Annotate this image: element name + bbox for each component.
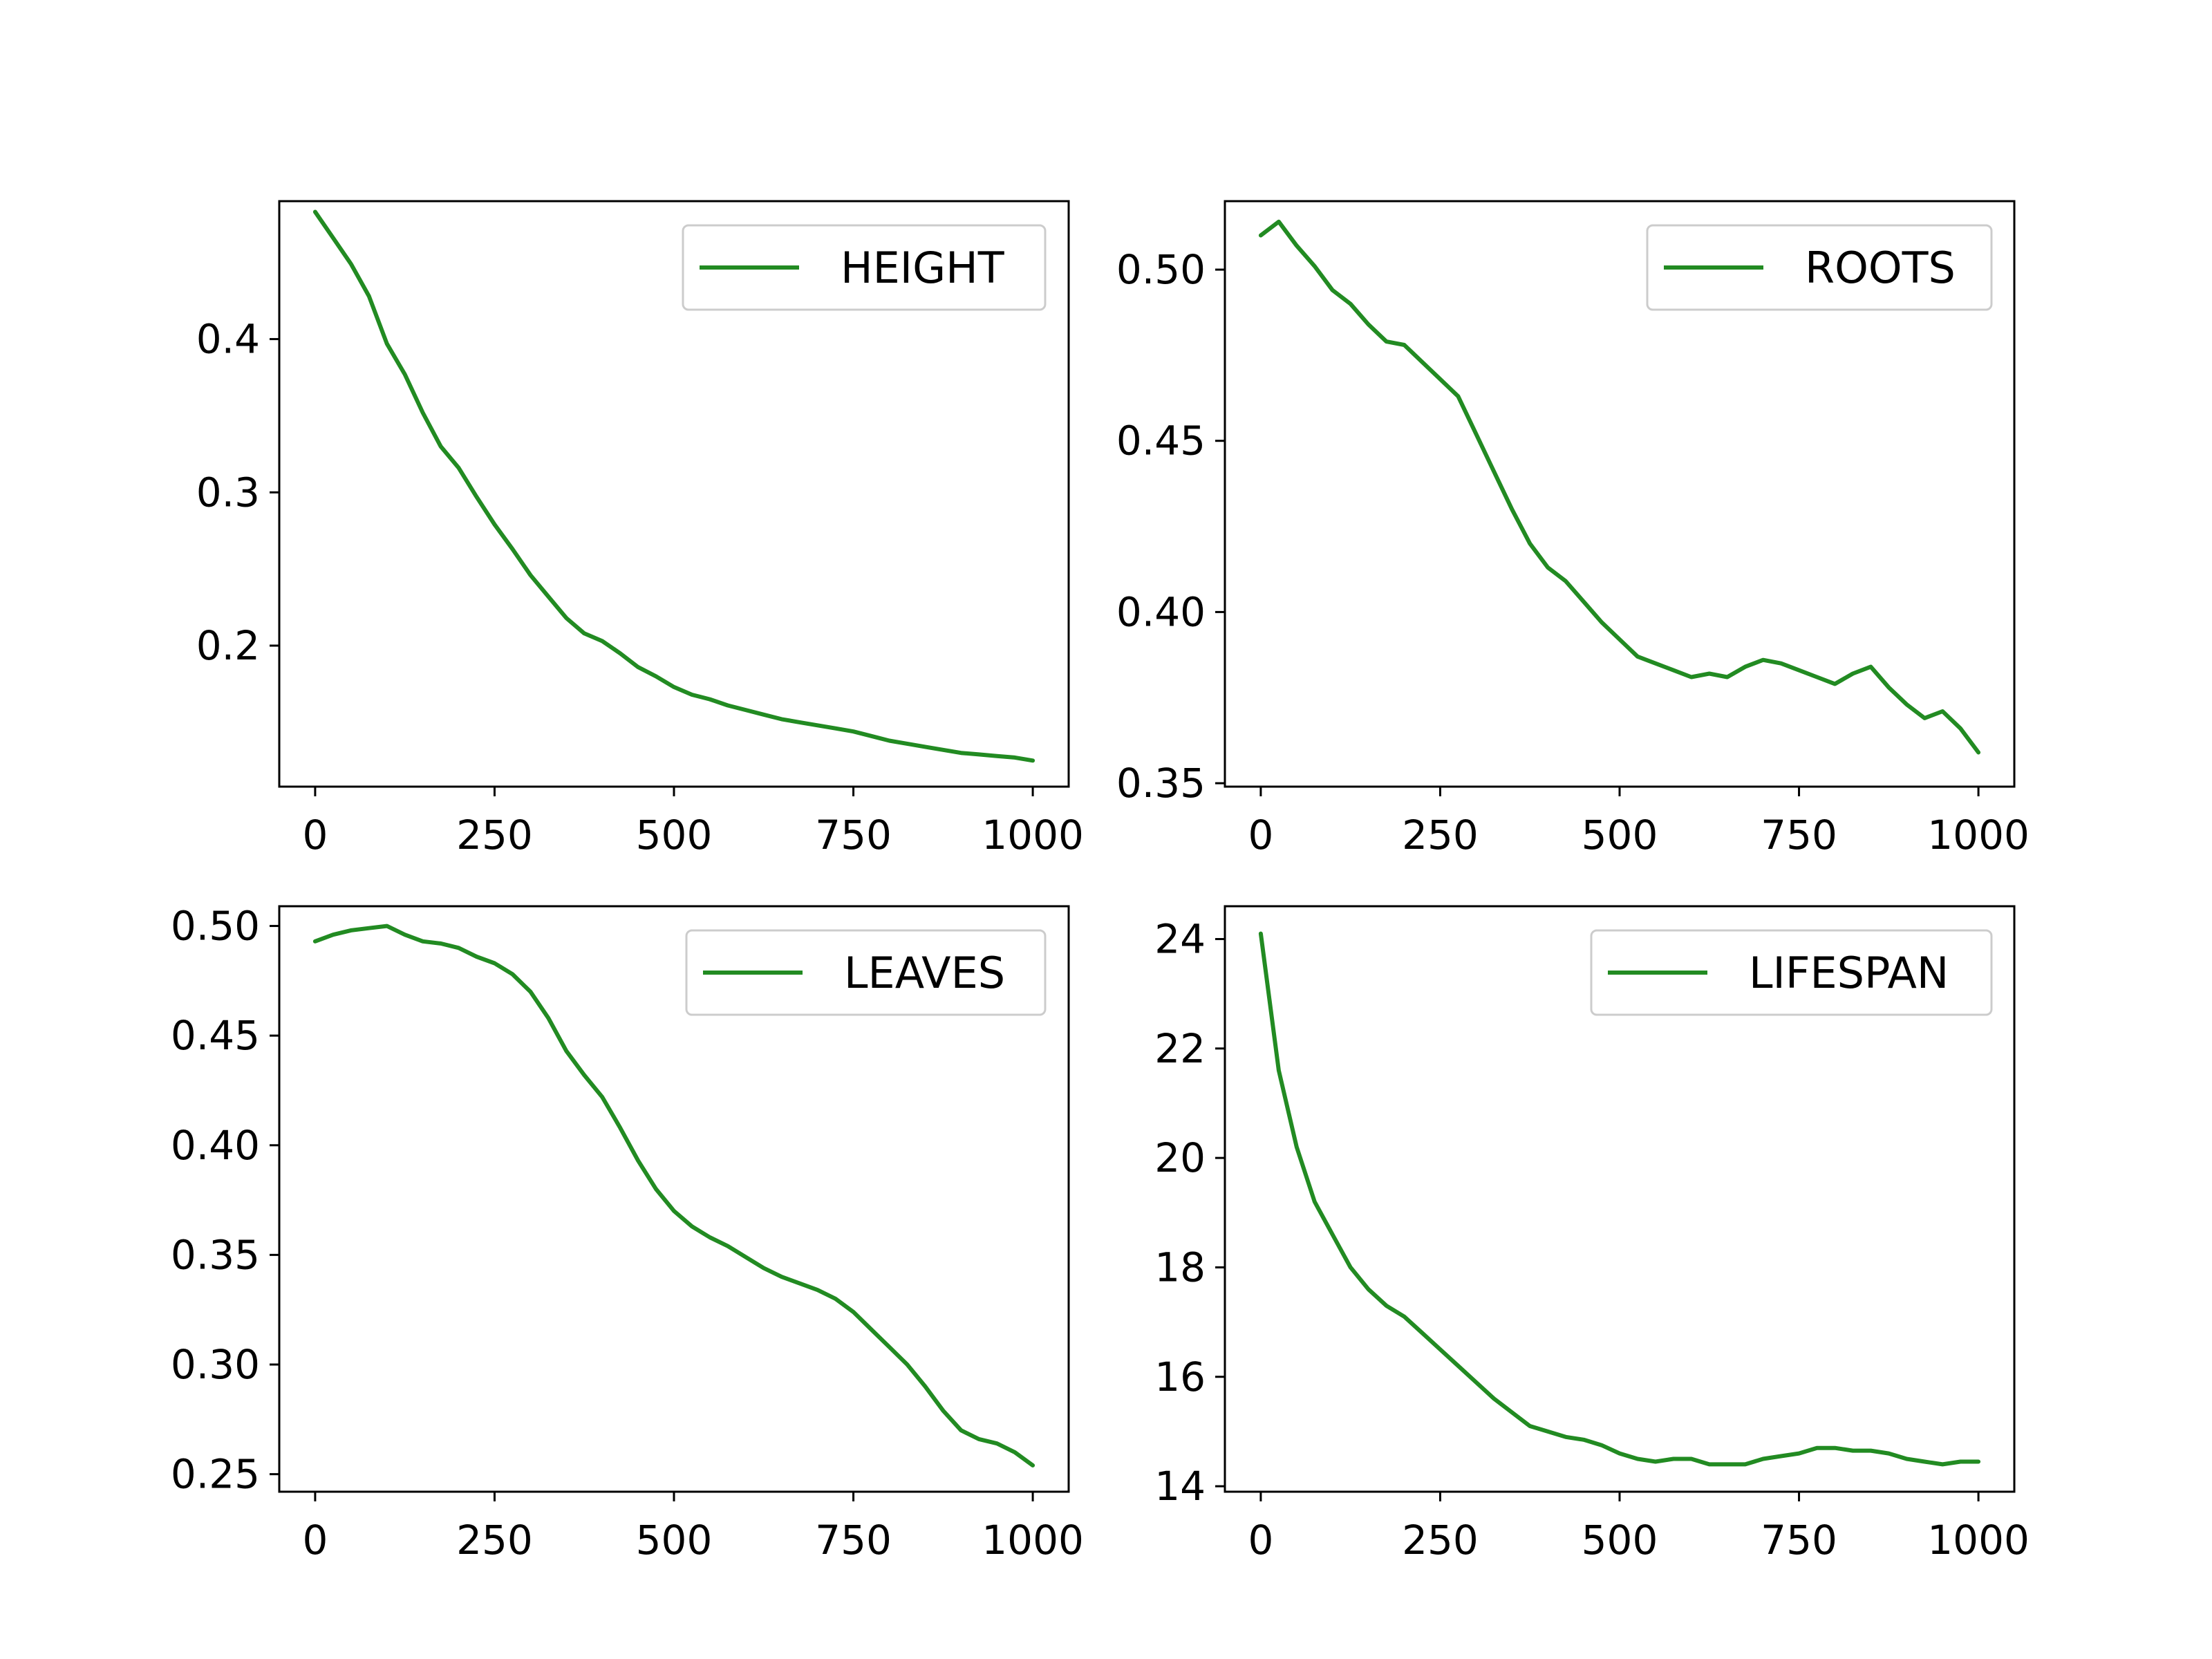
legend-box [682, 224, 1047, 311]
y-tick-label: 0.30 [171, 1341, 260, 1388]
y-tick-label: 0.4 [196, 316, 260, 363]
x-tick-label: 0 [302, 1517, 328, 1564]
x-tick-label: 500 [1582, 1517, 1658, 1564]
y-tick-label: 0.3 [196, 469, 260, 516]
x-tick-label: 250 [1402, 812, 1479, 859]
y-tick-label: 0.40 [1116, 588, 1206, 635]
y-tick-label: 14 [1154, 1463, 1206, 1510]
y-tick-label: 0.50 [1116, 246, 1206, 293]
subplot-lifespan: 0 250 500 750 1000 14 16 18 20 22 24 LIFESPAN [1154, 905, 2030, 1564]
x-tick-label: 250 [1402, 1517, 1479, 1564]
x-tick-label: 500 [1582, 812, 1658, 859]
y-tick-label: 0.45 [171, 1012, 260, 1059]
y-tick-label: 0.35 [1116, 760, 1206, 807]
legend-box [1646, 224, 1993, 311]
series-line-leaves [312, 924, 1035, 1468]
x-tick-label: 500 [636, 812, 713, 859]
legend-box [1590, 929, 1993, 1016]
subplot-leaves: 0 250 500 750 1000 0.25 0.30 0.35 0.40 0.45 0.50 LE… [171, 903, 1084, 1564]
y-tick-label: 0.45 [1116, 418, 1206, 465]
legend-label: HEIGHT [841, 243, 1005, 293]
x-tick-label: 750 [815, 1517, 892, 1564]
y-tick-label: 20 [1154, 1134, 1206, 1181]
x-tick-label: 1000 [1927, 812, 2030, 859]
x-tick-label: 0 [1248, 1517, 1273, 1564]
y-tick-label: 0.40 [171, 1122, 260, 1169]
x-tick-label: 1000 [982, 1517, 1084, 1564]
y-tick-label: 0.50 [171, 903, 260, 950]
x-tick-label: 1000 [982, 812, 1084, 859]
series-line-height [312, 209, 1035, 763]
x-tick-label: 750 [1761, 1517, 1837, 1564]
legend-lifespan: LIFESPAN [1590, 929, 1993, 1016]
x-tick-label: 0 [1248, 812, 1273, 859]
y-tick-label: 18 [1154, 1244, 1206, 1291]
legend-box [685, 929, 1047, 1016]
x-tick-label: 750 [815, 812, 892, 859]
y-tick-label: 0.35 [171, 1231, 260, 1278]
subplot-roots: 0 250 500 750 1000 0.35 0.40 0.45 0.50 ROOTS [1116, 200, 2030, 859]
x-tick-label: 250 [456, 1517, 533, 1564]
legend-label: ROOTS [1805, 243, 1956, 293]
legend-label: LIFESPAN [1749, 948, 1949, 998]
series-line-roots [1258, 219, 1981, 755]
subplot-height: 0 250 500 750 1000 0.2 0.3 0.4 HEIGHT [196, 200, 1084, 859]
legend-leaves: LEAVES [685, 929, 1047, 1016]
x-tick-label: 0 [302, 812, 328, 859]
y-tick-label: 16 [1154, 1353, 1206, 1400]
x-tick-label: 1000 [1927, 1517, 2030, 1564]
x-tick-label: 500 [636, 1517, 713, 1564]
y-tick-label: 22 [1154, 1025, 1206, 1072]
y-tick-label: 24 [1154, 915, 1206, 962]
subplot-grid: 0 250 500 750 1000 0.2 0.3 0.4 HEIGHT 0 250 500 750 1… [171, 200, 2030, 1564]
x-tick-label: 750 [1761, 812, 1837, 859]
legend-roots: ROOTS [1646, 224, 1993, 311]
series-line-lifespan [1258, 931, 1981, 1467]
y-tick-label: 0.2 [196, 622, 260, 669]
legend-height: HEIGHT [682, 224, 1047, 311]
x-tick-label: 250 [456, 812, 533, 859]
y-tick-label: 0.25 [171, 1451, 260, 1498]
legend-label: LEAVES [844, 948, 1005, 998]
